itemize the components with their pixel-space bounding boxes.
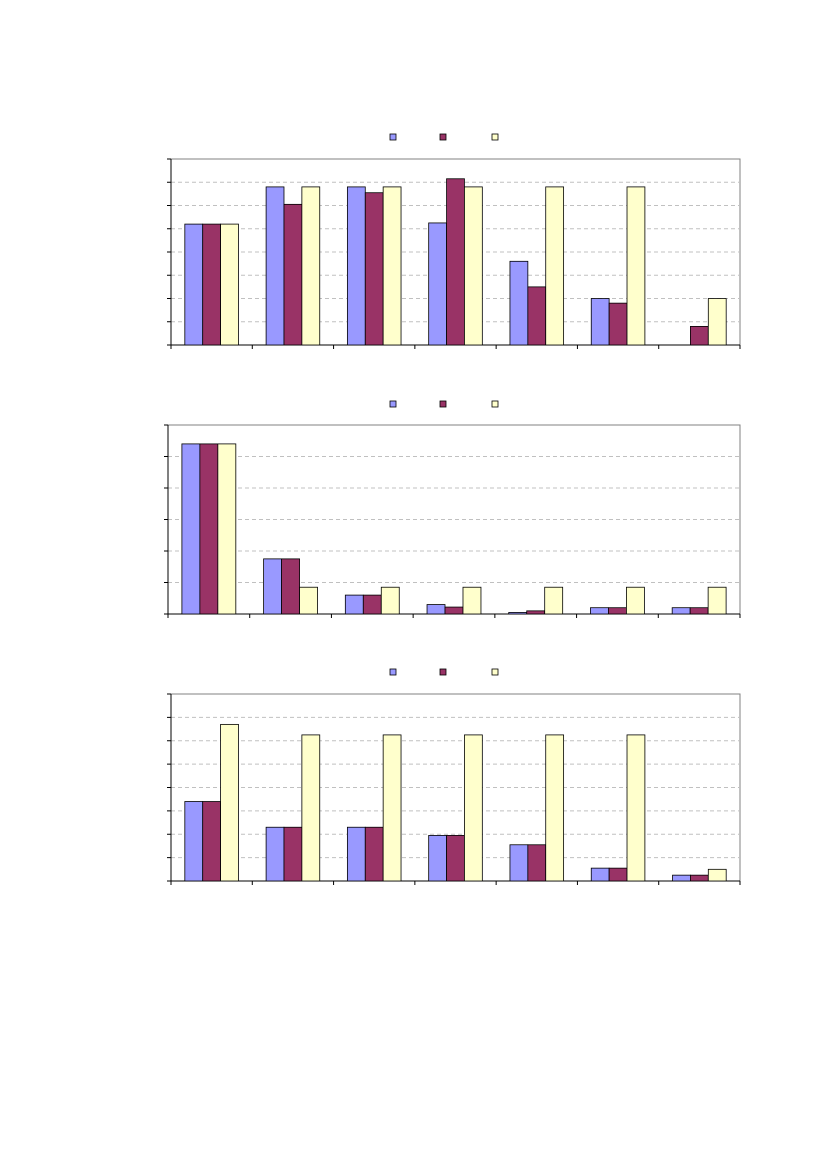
bar-s3-c2: [299, 586, 318, 615]
bar-s3-c3: [382, 734, 402, 882]
bar-s2-c6: [608, 867, 628, 882]
bar-s2-c1: [202, 801, 221, 882]
bar-s1-c4: [426, 604, 446, 615]
bar-s1-c3: [346, 186, 366, 346]
bar-s3-c6: [626, 186, 646, 346]
bar-s1-c7: [671, 607, 691, 615]
bar-s1-c5: [509, 844, 529, 882]
bar-s2-c5: [527, 844, 547, 882]
bar-s2-c3: [362, 594, 382, 615]
bar-s3-c7: [707, 298, 727, 346]
bar-s3-c5: [545, 186, 565, 346]
bar-s2-c4: [444, 606, 464, 615]
bar-s2-c6: [608, 607, 627, 615]
bar-s1-c6: [590, 298, 610, 346]
bar-s3-c6: [626, 586, 645, 615]
bar-s3-c5: [545, 734, 565, 882]
bar-s2-c5: [527, 286, 547, 346]
bar-s3-c4: [464, 186, 483, 346]
bar-s2-c2: [281, 558, 300, 615]
bar-s1-c2: [265, 826, 285, 882]
bar-s1-c1: [184, 223, 204, 346]
bar-s1-c7: [672, 874, 691, 882]
bar-s3-c6: [626, 734, 646, 882]
bar-s1-c5: [509, 260, 529, 346]
bar-s1-c1: [181, 443, 201, 615]
bar-s3-c3: [380, 586, 400, 615]
bar-s2-c3: [364, 826, 384, 882]
bar-s3-c5: [544, 586, 564, 615]
legend-swatch-3: [491, 400, 499, 408]
legend-swatch-3: [491, 133, 499, 141]
bar-s1-c4: [428, 835, 447, 882]
bar-s2-c3: [364, 192, 384, 346]
bar-s1-c2: [263, 558, 282, 615]
bar-s1-c3: [346, 826, 366, 882]
bar-s3-c7: [707, 586, 727, 615]
bar-s2-c7: [690, 874, 709, 882]
legend-swatch-2: [439, 400, 447, 408]
bar-s2-c2: [283, 826, 303, 882]
bar-s2-c1: [199, 443, 219, 615]
bar-s3-c4: [464, 734, 483, 882]
bar-s2-c4: [446, 835, 465, 882]
bar-s1-c4: [428, 222, 447, 346]
bar-s3-c2: [301, 186, 321, 346]
legend-swatch-1: [389, 400, 397, 408]
bar-s3-c4: [462, 586, 482, 615]
bar-s2-c7: [690, 325, 709, 346]
bar-s3-c2: [301, 734, 321, 882]
legend-swatch-2: [439, 133, 447, 141]
bar-s3-c7: [707, 868, 727, 882]
bar-s2-c2: [283, 203, 303, 346]
bar-s1-c5: [508, 612, 528, 615]
bar-s3-c1: [220, 223, 239, 346]
legend-swatch-1: [389, 668, 397, 676]
bar-s1-c2: [265, 186, 285, 346]
bar-s1-c1: [184, 801, 204, 882]
bar-s2-c5: [526, 610, 546, 615]
bar-s1-c6: [590, 867, 610, 882]
bar-s2-c1: [202, 223, 221, 346]
legend-swatch-1: [389, 133, 397, 141]
bar-s2-c6: [608, 302, 628, 346]
bar-s2-c4: [446, 178, 465, 346]
bar-s2-c7: [689, 607, 709, 615]
bar-s1-c6: [590, 607, 609, 615]
legend-swatch-3: [491, 668, 499, 676]
bar-s3-c1: [220, 723, 239, 882]
bar-s3-c1: [217, 443, 237, 615]
bar-s1-c3: [344, 594, 364, 615]
legend-swatch-2: [439, 668, 447, 676]
bar-s3-c3: [382, 186, 402, 346]
